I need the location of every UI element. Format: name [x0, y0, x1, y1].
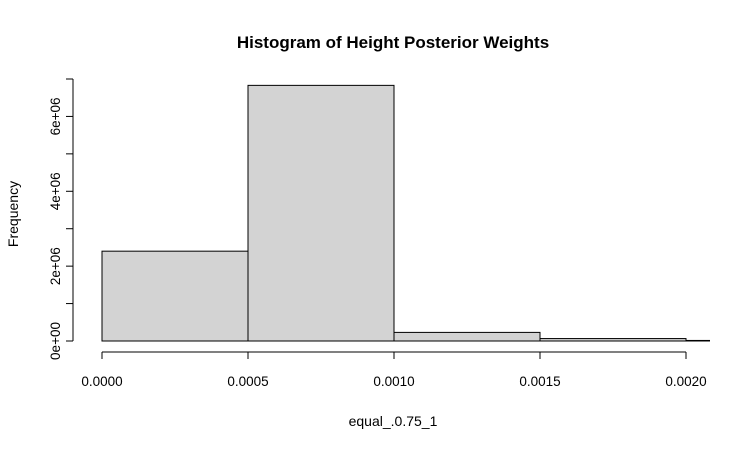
histogram-bar [247, 84, 395, 342]
x-tick-label: 0.0000 [81, 374, 122, 389]
x-tick-label: 0.0005 [227, 374, 268, 389]
histogram-bar [685, 339, 710, 342]
histogram-bar [101, 250, 249, 342]
x-axis: 0.0000 0.0005 0.0010 0.0015 0.0020 [81, 351, 707, 389]
x-axis-label: equal_.0.75_1 [349, 413, 438, 429]
histogram-bar [539, 338, 687, 342]
histogram-bar [393, 331, 541, 342]
y-tick-label: 0e+00 [48, 322, 63, 360]
y-tick-label: 6e+06 [48, 97, 63, 135]
chart-title: Histogram of Height Posterior Weights [237, 33, 549, 52]
y-tick-label: 2e+06 [48, 247, 63, 285]
x-tick-label: 0.0015 [519, 374, 560, 389]
y-tick-label: 4e+06 [48, 172, 63, 210]
x-tick-label: 0.0010 [373, 374, 414, 389]
y-axis: 0e+00 2e+06 4e+06 6e+06 [48, 78, 74, 360]
x-tick-label: 0.0020 [665, 374, 706, 389]
bars-group [101, 84, 710, 342]
y-axis-label: Frequency [5, 181, 21, 247]
